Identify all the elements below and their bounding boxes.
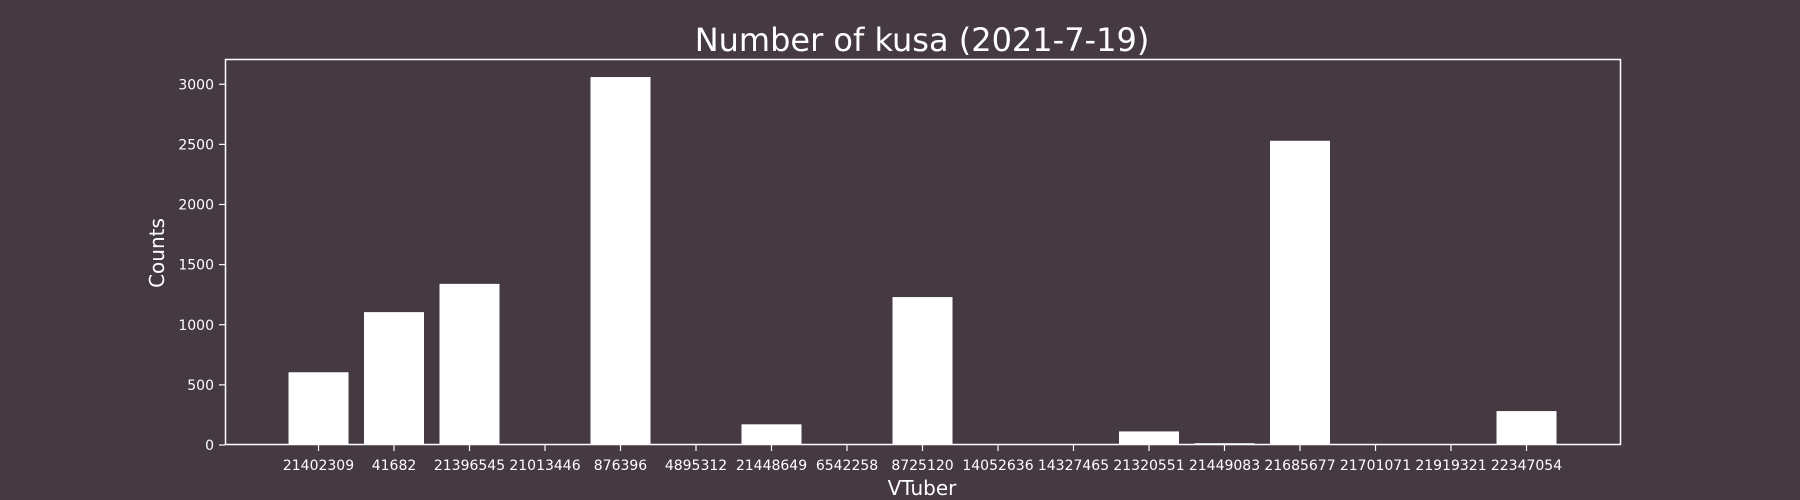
- x-tick-label: 14327465: [1038, 458, 1109, 474]
- x-axis-title: VTuber: [888, 476, 958, 500]
- y-axis-title: Counts: [145, 218, 169, 288]
- y-tick-label: 3000: [178, 77, 214, 93]
- bar-876396: [590, 77, 651, 445]
- y-tick-label: 500: [187, 378, 214, 394]
- x-tick-label: 21919321: [1415, 458, 1486, 474]
- y-tick-label: 2000: [178, 198, 214, 214]
- bars-group: [288, 77, 1557, 445]
- y-tick-label: 1500: [178, 258, 214, 274]
- x-tick-label: 876396: [594, 458, 648, 474]
- chart-title: Number of kusa (2021-7-19): [695, 21, 1150, 59]
- x-tick-label: 21320551: [1113, 458, 1184, 474]
- y-tick-label: 0: [205, 438, 214, 454]
- y-axis: 0 500 1000 1500 2000 2500 3000: [178, 77, 225, 454]
- bar-21320551: [1119, 431, 1179, 445]
- x-tick-label: 4895312: [665, 458, 727, 474]
- bar-8725120: [892, 297, 953, 445]
- bar-21448649: [741, 424, 802, 445]
- x-tick-label: 21685677: [1264, 458, 1335, 474]
- x-axis: 21402309 41682 21396545 21013446 876396 48953…: [283, 445, 1562, 474]
- y-tick-label: 1000: [178, 318, 214, 334]
- x-tick-label: 21402309: [283, 458, 354, 474]
- x-tick-label: 41682: [372, 458, 417, 474]
- x-tick-label: 21013446: [509, 458, 580, 474]
- bar-21685677: [1270, 140, 1330, 445]
- x-tick-label: 14052636: [962, 458, 1033, 474]
- plot-frame: [224, 58, 1622, 446]
- bar-22347054: [1496, 411, 1557, 445]
- bar-41682: [364, 312, 424, 445]
- x-tick-label: 22347054: [1491, 458, 1562, 474]
- x-tick-label: 6542258: [816, 458, 878, 474]
- x-tick-label: 21449083: [1189, 458, 1260, 474]
- x-tick-label: 21396545: [434, 458, 505, 474]
- y-tick-label: 2500: [178, 137, 214, 153]
- x-tick-label: 21701071: [1340, 458, 1411, 474]
- bar-21402309: [288, 372, 349, 445]
- bar-21396545: [439, 283, 500, 445]
- x-tick-label: 8725120: [891, 458, 953, 474]
- x-tick-label: 21448649: [736, 458, 807, 474]
